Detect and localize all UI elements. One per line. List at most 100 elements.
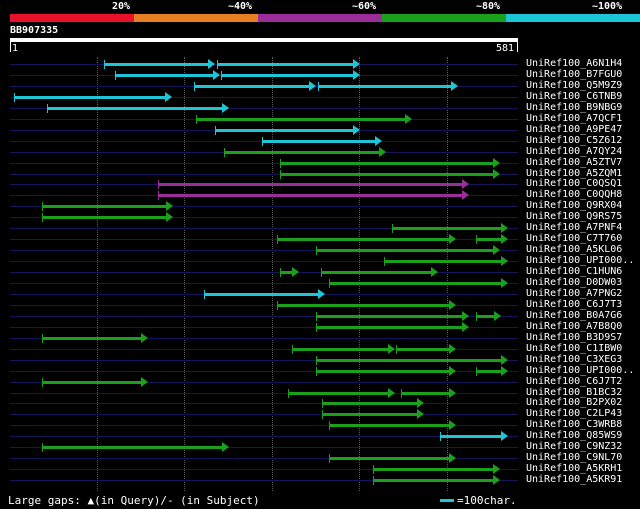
hit-name-link[interactable]: UniRef100_C9NZ32 bbox=[526, 441, 623, 452]
hit-alignment-bar[interactable] bbox=[220, 74, 354, 77]
hit-name-link[interactable]: UniRef100_B1BC32 bbox=[526, 387, 623, 398]
hit-name-link[interactable]: UniRef100_UPI000.. bbox=[526, 255, 635, 266]
hit-name-link[interactable]: UniRef100_A9PE47 bbox=[526, 124, 623, 135]
hit-name-link[interactable]: UniRef100_C6TNB9 bbox=[526, 91, 623, 102]
hit-alignment-bar[interactable] bbox=[42, 337, 143, 340]
hit-arrow-head-icon bbox=[462, 322, 470, 332]
hit-alignment-bar[interactable] bbox=[103, 63, 210, 66]
hit-alignment-bar[interactable] bbox=[476, 238, 503, 241]
hit-start-tick bbox=[42, 378, 44, 387]
hit-name-link[interactable]: UniRef100_A7B8Q0 bbox=[526, 321, 623, 332]
hit-name-link[interactable]: UniRef100_C6J7T2 bbox=[526, 376, 623, 387]
hit-alignment-bar[interactable] bbox=[317, 85, 452, 88]
hit-name-link[interactable]: UniRef100_A6N1H4 bbox=[526, 58, 623, 69]
query-ruler bbox=[10, 38, 518, 42]
hit-alignment-bar[interactable] bbox=[316, 315, 464, 318]
hit-alignment-bar[interactable] bbox=[476, 370, 503, 373]
hit-alignment-bar[interactable] bbox=[321, 271, 433, 274]
hit-name-link[interactable]: UniRef100_C1IBW0 bbox=[526, 343, 623, 354]
hit-alignment-bar[interactable] bbox=[224, 151, 380, 154]
hit-alignment-bar[interactable] bbox=[276, 238, 450, 241]
hit-alignment-bar[interactable] bbox=[280, 173, 494, 176]
hit-name-link[interactable]: UniRef100_A7QCF1 bbox=[526, 113, 623, 124]
identity-scale-bar bbox=[10, 14, 640, 22]
hit-alignment-bar[interactable] bbox=[476, 315, 496, 318]
hit-start-tick bbox=[215, 126, 217, 135]
hit-alignment-bar[interactable] bbox=[400, 392, 450, 395]
hit-name-link[interactable]: UniRef100_C2LP43 bbox=[526, 408, 623, 419]
hit-name-link[interactable]: UniRef100_C9NL70 bbox=[526, 452, 623, 463]
hit-name-link[interactable]: UniRef100_Q9RS75 bbox=[526, 211, 623, 222]
hit-arrow-head-icon bbox=[221, 442, 229, 452]
hit-alignment-bar[interactable] bbox=[372, 479, 494, 482]
hit-name-link[interactable]: UniRef100_A7PNG2 bbox=[526, 288, 623, 299]
hit-name-link[interactable]: UniRef100_B2PX02 bbox=[526, 397, 623, 408]
hit-alignment-bar[interactable] bbox=[316, 249, 494, 252]
hit-alignment-bar[interactable] bbox=[114, 74, 214, 77]
hit-name-link[interactable]: UniRef100_C1HUN6 bbox=[526, 266, 623, 277]
hit-alignment-bar[interactable] bbox=[196, 118, 407, 121]
hit-alignment-bar[interactable] bbox=[329, 424, 450, 427]
hit-alignment-bar[interactable] bbox=[157, 183, 464, 186]
hit-arrow-head-icon bbox=[431, 267, 439, 277]
hit-alignment-bar[interactable] bbox=[316, 370, 450, 373]
hit-start-tick bbox=[316, 323, 318, 332]
hit-name-link[interactable]: UniRef100_Q9RX04 bbox=[526, 200, 623, 211]
hit-name-link[interactable]: UniRef100_UPI000.. bbox=[526, 365, 635, 376]
hit-name-link[interactable]: UniRef100_B3D9S7 bbox=[526, 332, 623, 343]
hit-alignment-bar[interactable] bbox=[440, 435, 503, 438]
hit-name-link[interactable]: UniRef100_B0A7G6 bbox=[526, 310, 623, 321]
hit-alignment-bar[interactable] bbox=[392, 227, 503, 230]
hit-alignment-bar[interactable] bbox=[322, 402, 418, 405]
hit-name-link[interactable]: UniRef100_C0QQH8 bbox=[526, 189, 623, 200]
hit-alignment-bar[interactable] bbox=[46, 107, 223, 110]
hit-name-link[interactable]: UniRef100_A5ZQM1 bbox=[526, 168, 623, 179]
scale-label-60: ~60% bbox=[352, 1, 377, 12]
hit-alignment-bar[interactable] bbox=[384, 260, 503, 263]
hit-alignment-bar[interactable] bbox=[204, 293, 319, 296]
hit-name-link[interactable]: UniRef100_A7PNF4 bbox=[526, 222, 623, 233]
hit-alignment-bar[interactable] bbox=[291, 348, 389, 351]
hit-name-link[interactable]: UniRef100_Q85WS9 bbox=[526, 430, 623, 441]
hit-name-link[interactable]: UniRef100_A7QY24 bbox=[526, 146, 623, 157]
hit-name-link[interactable]: UniRef100_C5Z612 bbox=[526, 135, 623, 146]
hit-alignment-bar[interactable] bbox=[42, 216, 167, 219]
hit-arrow-head-icon bbox=[450, 81, 458, 91]
hit-name-link[interactable]: UniRef100_A5KL06 bbox=[526, 244, 623, 255]
hit-name-link[interactable]: UniRef100_A5KR91 bbox=[526, 474, 623, 485]
hit-alignment-bar[interactable] bbox=[316, 359, 503, 362]
hit-name-link[interactable]: UniRef100_A5KRH1 bbox=[526, 463, 623, 474]
hit-alignment-bar[interactable] bbox=[42, 381, 143, 384]
hit-row-line bbox=[10, 360, 518, 361]
hit-alignment-bar[interactable] bbox=[42, 446, 223, 449]
hit-alignment-bar[interactable] bbox=[372, 468, 494, 471]
hit-alignment-bar[interactable] bbox=[280, 271, 293, 274]
hit-name-link[interactable]: UniRef100_C7T760 bbox=[526, 233, 623, 244]
hit-name-link[interactable]: UniRef100_B9NBG9 bbox=[526, 102, 623, 113]
hit-name-link[interactable]: UniRef100_C0QSQ1 bbox=[526, 178, 623, 189]
hit-start-tick bbox=[476, 312, 478, 321]
hit-alignment-bar[interactable] bbox=[42, 205, 167, 208]
hit-alignment-bar[interactable] bbox=[215, 129, 354, 132]
hit-name-link[interactable]: UniRef100_C3XEG3 bbox=[526, 354, 623, 365]
hit-alignment-bar[interactable] bbox=[261, 140, 376, 143]
hit-alignment-bar[interactable] bbox=[157, 194, 464, 197]
hit-alignment-bar[interactable] bbox=[217, 63, 354, 66]
hit-alignment-bar[interactable] bbox=[329, 282, 503, 285]
hit-name-link[interactable]: UniRef100_C3WRB8 bbox=[526, 419, 623, 430]
hit-alignment-bar[interactable] bbox=[396, 348, 450, 351]
hit-alignment-bar[interactable] bbox=[329, 457, 450, 460]
hit-alignment-bar[interactable] bbox=[193, 85, 311, 88]
hit-name-link[interactable]: UniRef100_A5ZTV7 bbox=[526, 157, 623, 168]
hit-alignment-bar[interactable] bbox=[288, 392, 389, 395]
hit-alignment-bar[interactable] bbox=[316, 326, 464, 329]
hit-arrow-head-icon bbox=[387, 388, 395, 398]
hit-name-link[interactable]: UniRef100_C6J7T3 bbox=[526, 299, 623, 310]
hit-name-link[interactable]: UniRef100_B7FGU0 bbox=[526, 69, 623, 80]
hit-name-link[interactable]: UniRef100_Q5M9Z9 bbox=[526, 80, 623, 91]
hit-alignment-bar[interactable] bbox=[322, 413, 418, 416]
hit-alignment-bar[interactable] bbox=[14, 96, 166, 99]
hit-alignment-bar[interactable] bbox=[276, 304, 450, 307]
hit-alignment-bar[interactable] bbox=[280, 162, 494, 165]
hit-name-link[interactable]: UniRef100_D0DW03 bbox=[526, 277, 623, 288]
